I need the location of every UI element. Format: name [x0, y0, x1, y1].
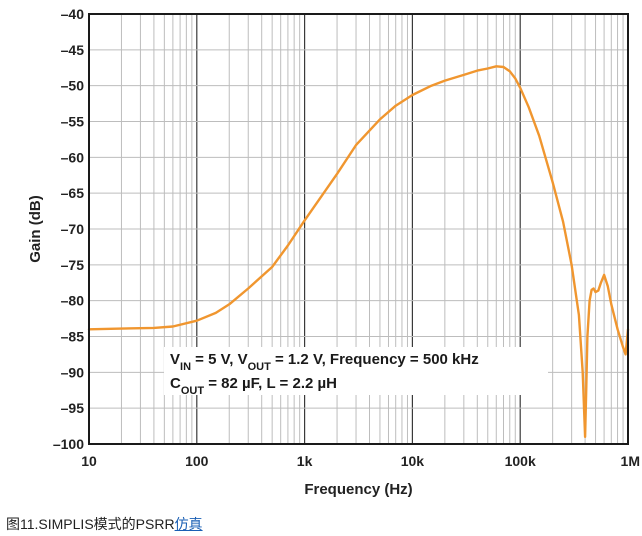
x-tick-label: 1M [621, 453, 640, 469]
y-tick-label: –70 [61, 221, 85, 237]
y-tick-label: –80 [61, 293, 85, 309]
plot-frame [88, 13, 629, 445]
x-axis-label: Frequency (Hz) [304, 481, 412, 498]
psrr-gain-curve [87, 65, 630, 438]
x-tick-labels: 10 100 1k 10k 100k 1M [81, 453, 640, 469]
x-tick-label: 1k [297, 453, 313, 469]
y-tick-label: –75 [61, 257, 85, 273]
x-tick-label: 100k [505, 453, 536, 469]
y-tick-label: –65 [61, 185, 85, 201]
conditions-annotation: VIN = 5 V, VOUT = 1.2 V, Frequency = 500… [170, 351, 479, 397]
caption-text: 图11.SIMPLIS模式的PSRR [6, 516, 175, 532]
x-tick-label: 10k [401, 453, 425, 469]
psrr-chart: –40 –45 –50 –55 –60 –65 –70 –75 –80 –85 –90 –95 –100… [27, 6, 640, 498]
y-tick-label: –85 [61, 329, 85, 345]
y-tick-label: –55 [61, 114, 85, 130]
y-tick-label: –95 [61, 400, 85, 416]
annotation-line-1: VIN = 5 V, VOUT = 1.2 V, Frequency = 500… [170, 351, 479, 373]
annotation-line-2: COUT = 82 µF, L = 2.2 µH [170, 375, 337, 397]
x-tick-label: 100 [185, 453, 209, 469]
figure-caption: 图11.SIMPLIS模式的PSRR仿真 [6, 514, 203, 534]
x-tick-label: 10 [81, 453, 97, 469]
y-tick-label: –40 [61, 6, 85, 22]
y-tick-label: –45 [61, 42, 85, 58]
y-tick-labels: –40 –45 –50 –55 –60 –65 –70 –75 –80 –85 –90 –95 –100 [53, 6, 84, 452]
y-tick-label: –100 [53, 436, 84, 452]
y-tick-label: –50 [61, 78, 85, 94]
y-tick-label: –60 [61, 149, 85, 165]
y-tick-label: –90 [61, 364, 85, 380]
y-axis-label: Gain (dB) [27, 195, 44, 263]
annotation-box [164, 347, 548, 395]
caption-link[interactable]: 仿真 [174, 516, 203, 532]
